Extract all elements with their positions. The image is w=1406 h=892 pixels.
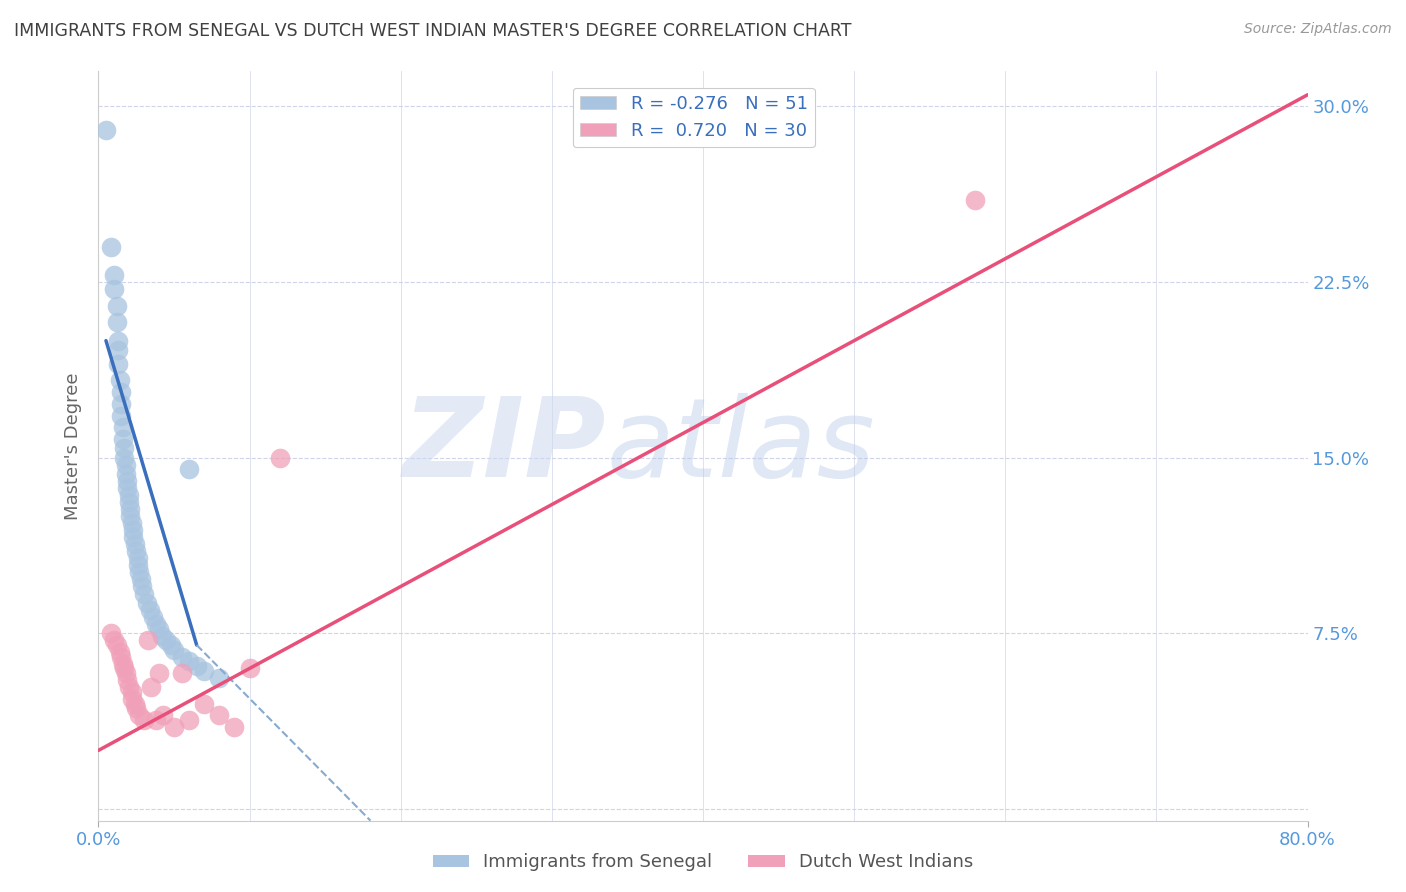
Point [121,692,143,706]
Point [145,713,167,727]
Point [114,666,136,681]
Point [115,474,138,488]
Point [111,420,134,434]
Point [111,657,134,671]
Point [193,664,215,678]
Point [135,596,157,610]
Point [208,671,231,685]
Point [152,708,174,723]
Point [965,193,987,207]
Point [136,633,159,648]
Point [112,442,135,456]
Point [110,397,132,411]
Point [110,385,132,400]
Point [105,315,128,329]
Point [155,633,177,648]
Point [115,481,138,495]
Point [120,502,142,516]
Point [132,586,155,600]
Point [125,544,148,558]
Point [224,720,246,734]
Point [142,610,165,624]
Point [122,530,145,544]
Point [105,298,128,313]
Point [163,720,186,734]
Point [118,495,141,509]
Point [170,666,193,681]
Point [103,282,125,296]
Point [118,680,141,694]
Text: atlas: atlas [606,392,875,500]
Point [107,334,129,348]
Point [112,661,135,675]
Text: Source: ZipAtlas.com: Source: ZipAtlas.com [1244,22,1392,37]
Point [145,617,167,632]
Point [239,661,262,675]
Point [148,622,170,636]
Point [100,240,122,254]
Point [107,343,129,357]
Point [179,655,201,669]
Point [139,603,162,617]
Text: ZIP: ZIP [402,392,606,500]
Point [124,697,146,711]
Point [170,649,193,664]
Point [94,123,117,137]
Point [114,467,136,482]
Point [179,462,201,476]
Point [100,626,122,640]
Point [110,409,132,423]
Point [208,708,231,723]
Point [112,450,135,465]
Point [132,713,155,727]
Point [163,642,186,657]
Point [193,697,215,711]
Point [120,509,142,524]
Point [103,633,125,648]
Point [111,432,134,446]
Point [108,645,131,659]
Point [118,488,141,502]
Point [129,573,152,587]
Point [110,649,132,664]
Point [121,516,143,531]
Point [269,450,291,465]
Point [114,458,136,472]
Point [122,524,145,538]
Point [131,580,153,594]
Point [128,708,150,723]
Y-axis label: Master's Degree: Master's Degree [65,372,83,520]
Point [127,558,149,573]
Point [141,680,163,694]
Point [125,701,148,715]
Legend: R = -0.276   N = 51, R =  0.720   N = 30: R = -0.276 N = 51, R = 0.720 N = 30 [572,88,815,147]
Point [103,268,125,282]
Point [107,357,129,371]
Text: IMMIGRANTS FROM SENEGAL VS DUTCH WEST INDIAN MASTER'S DEGREE CORRELATION CHART: IMMIGRANTS FROM SENEGAL VS DUTCH WEST IN… [14,22,852,40]
Point [108,373,131,387]
Point [150,629,173,643]
Point [105,638,128,652]
Point [128,566,150,580]
Point [127,551,149,566]
Point [121,685,143,699]
Legend: Immigrants from Senegal, Dutch West Indians: Immigrants from Senegal, Dutch West Indi… [426,847,980,879]
Point [186,659,208,673]
Point [160,638,183,652]
Point [148,666,170,681]
Point [179,713,201,727]
Point [124,537,146,551]
Point [115,673,138,688]
